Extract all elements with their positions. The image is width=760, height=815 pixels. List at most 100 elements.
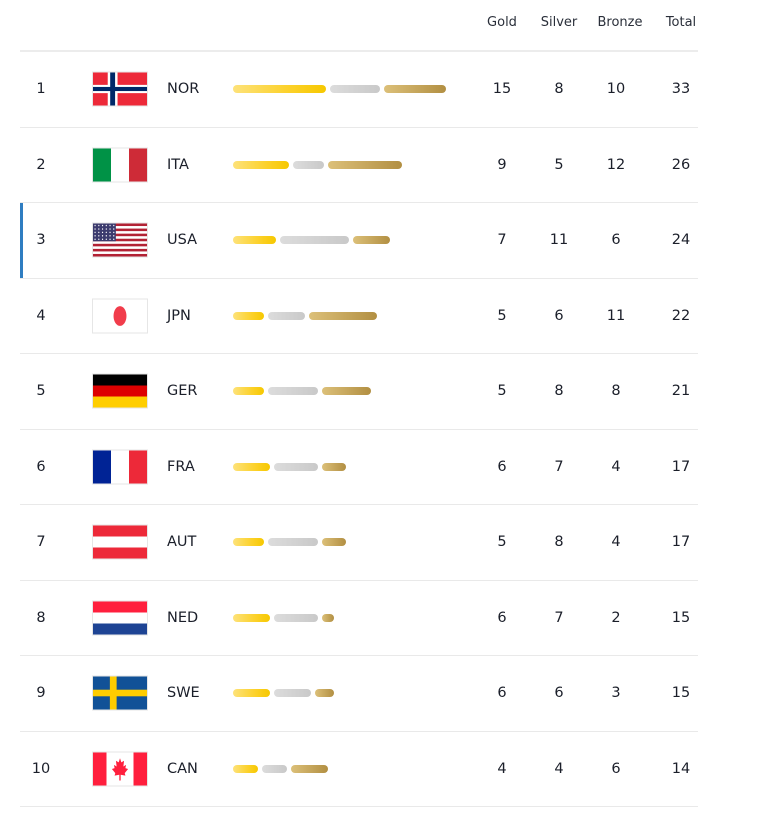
gold-count: 15 [492, 81, 512, 98]
country-code: ITA [167, 156, 189, 173]
total-count: 21 [671, 383, 691, 400]
medal-bars [233, 387, 372, 396]
netherlands-flag-icon [93, 601, 147, 635]
gold-count: 5 [497, 307, 507, 324]
country-code: JPN [167, 307, 191, 324]
rank: 2 [36, 156, 46, 173]
medal-bars [233, 160, 403, 169]
country-code: AUT [167, 534, 197, 551]
gold-count: 9 [497, 156, 507, 173]
silver-bar [292, 160, 324, 169]
table-row-jpn[interactable]: 4 JPN 5 6 11 22 [20, 279, 698, 354]
bronze-count: 4 [611, 534, 621, 551]
table-row-ger[interactable]: 5 GER 5 8 8 21 [20, 354, 698, 430]
bronze-column-header[interactable]: Bronze [597, 15, 643, 30]
bronze-count: 3 [611, 685, 621, 702]
table-row-ita[interactable]: 2 ITA 9 5 12 26 [20, 128, 698, 203]
silver-column-header[interactable]: Silver [540, 15, 578, 30]
rank: 1 [36, 81, 46, 98]
gold-bar [233, 689, 271, 698]
gold-count: 6 [497, 458, 507, 475]
silver-bar [330, 85, 380, 94]
silver-bar [268, 538, 318, 547]
table-row-fra[interactable]: 6 FRA 6 7 4 17 [20, 430, 698, 505]
canada-flag-icon [93, 752, 147, 786]
medal-bars [233, 236, 390, 245]
table-row-can[interactable]: 10 CAN 4 4 6 14 [20, 732, 698, 807]
silver-count: 8 [554, 383, 564, 400]
gold-bar [233, 387, 264, 396]
bronze-count: 6 [611, 760, 621, 777]
rank: 5 [36, 383, 46, 400]
bronze-count: 11 [606, 307, 626, 324]
country-code: USA [167, 232, 198, 249]
gold-bar [233, 311, 264, 320]
table-row-usa[interactable]: 3 USA 7 11 6 24 [20, 203, 698, 279]
country-code: NOR [167, 81, 200, 98]
gold-count: 6 [497, 685, 507, 702]
medal-bars [233, 689, 334, 698]
total-count: 15 [671, 609, 691, 626]
rank: 10 [31, 760, 51, 777]
bronze-bar [383, 85, 446, 94]
total-count: 14 [671, 760, 691, 777]
silver-bar [274, 613, 318, 622]
italy-flag-icon [93, 148, 147, 182]
france-flag-icon [93, 450, 147, 484]
gold-bar [233, 538, 264, 547]
silver-count: 8 [554, 81, 564, 98]
usa-flag-icon [93, 223, 147, 257]
austria-flag-icon [93, 525, 147, 559]
silver-bar [274, 689, 312, 698]
gold-count: 5 [497, 383, 507, 400]
norway-flag-icon [93, 72, 147, 106]
gold-bar [233, 764, 258, 773]
silver-bar [268, 387, 318, 396]
silver-count: 7 [554, 609, 564, 626]
gold-bar [233, 236, 277, 245]
bronze-bar [315, 689, 334, 698]
medal-bars [233, 85, 446, 94]
bronze-bar [321, 387, 372, 396]
gold-column-header[interactable]: Gold [487, 15, 517, 30]
bronze-count: 8 [611, 383, 621, 400]
table-row-nor[interactable]: 1 NOR 15 8 10 33 [20, 52, 698, 128]
medal-bars [233, 311, 378, 320]
total-count: 17 [671, 534, 691, 551]
total-count: 17 [671, 458, 691, 475]
bronze-bar [327, 160, 403, 169]
medal-bars [233, 613, 334, 622]
country-code: NED [167, 609, 199, 626]
total-column-header[interactable]: Total [665, 15, 697, 30]
table-row-ned[interactable]: 8 NED 6 7 2 15 [20, 581, 698, 656]
bronze-bar [321, 538, 347, 547]
bronze-count: 6 [611, 232, 621, 249]
country-code: SWE [167, 685, 200, 702]
gold-bar [233, 462, 271, 471]
silver-count: 11 [549, 232, 569, 249]
table-body: 1 NOR 15 8 10 33 2 ITA 9 5 12 26 3 USA [20, 52, 698, 807]
gold-count: 4 [497, 760, 507, 777]
bronze-count: 2 [611, 609, 621, 626]
silver-bar [261, 764, 287, 773]
rank: 3 [36, 232, 46, 249]
bronze-count: 12 [606, 156, 626, 173]
gold-count: 7 [497, 232, 507, 249]
table-row-aut[interactable]: 7 AUT 5 8 4 17 [20, 505, 698, 581]
bronze-bar [290, 764, 328, 773]
table-row-swe[interactable]: 9 SWE 6 6 3 15 [20, 656, 698, 732]
total-count: 26 [671, 156, 691, 173]
medal-bars [233, 462, 347, 471]
medal-bars [233, 538, 347, 547]
rank: 7 [36, 534, 46, 551]
silver-bar [268, 311, 306, 320]
rank: 4 [36, 307, 46, 324]
gold-bar [233, 85, 326, 94]
gold-bar [233, 160, 289, 169]
silver-count: 5 [554, 156, 564, 173]
japan-flag-icon [93, 299, 147, 333]
bronze-bar [321, 613, 334, 622]
medal-table: Gold Silver Bronze Total 1 NOR 15 8 10 3… [20, 0, 698, 807]
total-count: 24 [671, 232, 691, 249]
sweden-flag-icon [93, 676, 147, 710]
